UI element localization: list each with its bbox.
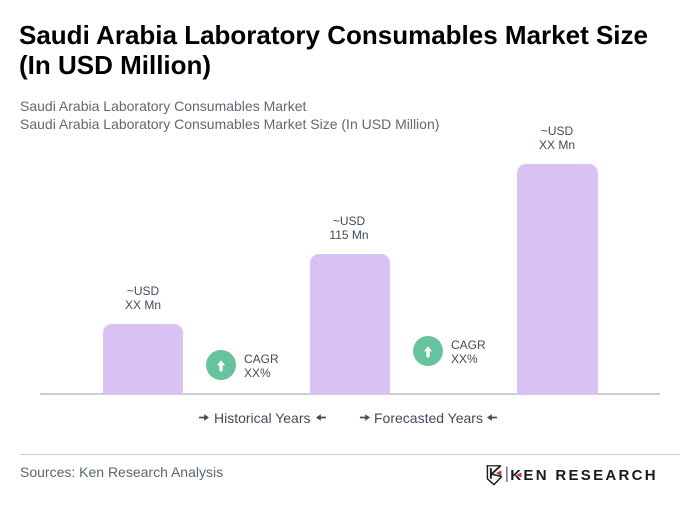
svg-text:KEN RESEARCH: KEN RESEARCH: [510, 467, 658, 484]
